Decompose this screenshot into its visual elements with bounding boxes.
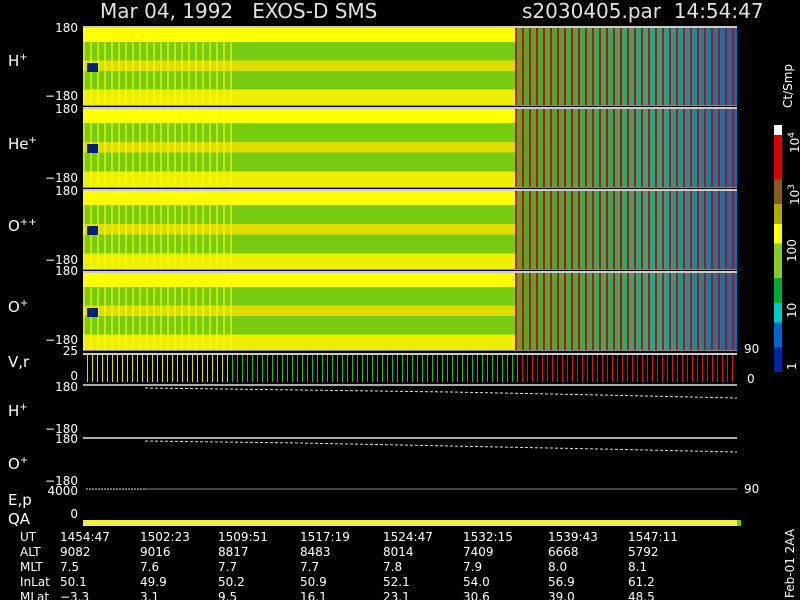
cell: 23.1 [383, 590, 410, 600]
cell: 6668 [548, 545, 579, 559]
tick-label: 4000 [47, 484, 78, 498]
cell: 1509:51 [218, 530, 268, 544]
colorbar-tick: 100 [785, 239, 799, 262]
cell: 9016 [140, 545, 171, 559]
cell: 56.9 [548, 575, 575, 589]
colorbar-tick: 1 [785, 362, 799, 370]
row-label: MLat [20, 590, 50, 600]
pitch-panel [83, 384, 737, 438]
footer: Feb-01 2AA [783, 528, 797, 598]
cell: 49.9 [140, 575, 167, 589]
cell: 7.8 [383, 560, 403, 574]
tick-label: 90 [744, 482, 760, 496]
tick-label: 180 [55, 432, 78, 446]
title: Mar 04, 1992 EXOS-D SMS [100, 0, 378, 23]
cell: 7.5 [60, 560, 80, 574]
tick-label: 0 [70, 507, 78, 521]
tick-label: −180 [45, 333, 78, 347]
tick-label: 180 [55, 102, 78, 116]
cell: 61.2 [628, 575, 655, 589]
cell: 50.1 [60, 575, 87, 589]
tick-label: −180 [45, 171, 78, 185]
cell: 50.2 [218, 575, 245, 589]
tick-label: 0 [70, 369, 78, 383]
cell: 52.1 [383, 575, 410, 589]
row-label: MLT [20, 560, 43, 574]
pitch-panel [83, 437, 737, 490]
colorbar-tick: 104 [787, 131, 800, 153]
panel-label: O+ [8, 298, 29, 316]
cell: 3.1 [140, 590, 160, 600]
panel-label: O+ [8, 455, 29, 473]
vr-panel [83, 353, 737, 382]
cell: 1539:43 [548, 530, 598, 544]
cell: 1532:15 [463, 530, 513, 544]
tick-label: 90 [744, 342, 760, 356]
panel-label: H+ [8, 402, 28, 420]
panel-label: O++ [8, 217, 37, 235]
colorbar-unit: Ct/Smp [781, 63, 795, 108]
tick-label: −180 [45, 89, 78, 103]
spectrogram [83, 107, 737, 188]
tick-label: 180 [55, 21, 78, 35]
cell: 16.1 [300, 590, 327, 600]
cell: 9.5 [218, 590, 238, 600]
panel-label: QA [8, 510, 31, 528]
cell: 7409 [463, 545, 494, 559]
row-label: InLat [20, 575, 50, 589]
cell: 5792 [628, 545, 659, 559]
cell: −3.3 [60, 590, 90, 600]
panel-label: V,r [8, 353, 30, 371]
panel-label: He+ [8, 135, 37, 153]
cell: 8483 [300, 545, 331, 559]
spectrogram [83, 189, 737, 270]
colorbar-tick: 10 [785, 302, 799, 318]
tick-label: 25 [62, 344, 78, 358]
cell: 8.1 [628, 560, 648, 574]
cell: 1547:11 [628, 530, 678, 544]
cell: 1502:23 [140, 530, 190, 544]
tick-label: −180 [45, 422, 78, 436]
panel-label: H+ [8, 52, 28, 70]
cell: 8.0 [548, 560, 568, 574]
spectrogram [83, 271, 737, 351]
tick-label: 180 [55, 264, 78, 278]
cell: 7.9 [463, 560, 483, 574]
cell: 50.9 [300, 575, 327, 589]
cell: 54.0 [463, 575, 490, 589]
row-label: ALT [20, 545, 41, 559]
cell: 7.6 [140, 560, 160, 574]
row-label: UT [20, 530, 37, 544]
panel-label: E,p [8, 491, 32, 509]
cell: 7.7 [300, 560, 320, 574]
spectrogram [83, 26, 737, 106]
cell: 1517:19 [300, 530, 350, 544]
cell: 7.7 [218, 560, 238, 574]
tick-label: −180 [45, 474, 78, 488]
colorbar [774, 125, 782, 372]
tick-label: 180 [55, 184, 78, 198]
cell: 48.5 [628, 590, 655, 600]
cell: 30.6 [463, 590, 490, 600]
tick-label: 0 [747, 372, 755, 386]
tick-label: −180 [45, 253, 78, 267]
file-label: s2030405.par 14:54:47 [522, 0, 764, 23]
tick-label: 180 [55, 380, 78, 394]
qa-bar [83, 520, 741, 526]
cell: 1524:47 [383, 530, 433, 544]
cell: 8817 [218, 545, 249, 559]
cell: 1454:47 [60, 530, 110, 544]
cell: 8014 [383, 545, 414, 559]
colorbar-tick: 103 [787, 183, 800, 205]
cell: 39.0 [548, 590, 575, 600]
cell: 9082 [60, 545, 91, 559]
